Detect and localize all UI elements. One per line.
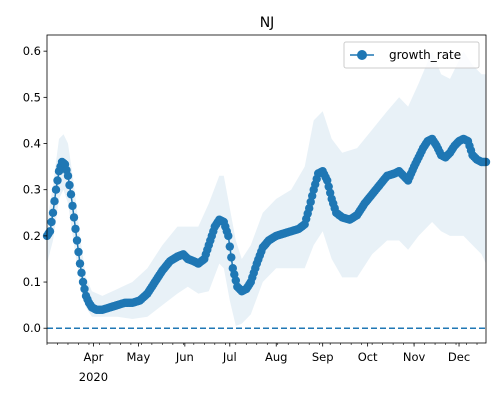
data-point [63,171,73,180]
x-tick-label: Jun [175,350,194,364]
confidence-band [47,51,486,326]
data-point [48,208,58,217]
legend: growth_rate [343,41,480,69]
x-tick-label: Dec [448,350,470,364]
data-point [53,176,62,185]
x-tick-label: Oct [358,350,378,364]
x-tick-label: Jul [222,350,237,364]
data-point [224,231,233,241]
x-tick-label: Apr [83,350,103,364]
legend-frame [343,41,480,69]
data-point [72,236,82,245]
y-tick-label: 0.2 [23,229,41,243]
data-point [69,213,79,222]
plot-frame [46,34,487,344]
y-tick-label: 0.6 [23,44,41,58]
data-point [80,284,89,294]
x-tick-label: Aug [265,350,287,364]
x-tick-label: Sep [312,350,334,364]
data-point [45,227,55,236]
data-point [74,247,83,257]
y-tick-label: 0.1 [23,275,41,289]
y-tick-label: 0.4 [23,137,41,151]
x-tick-label: Nov [403,350,426,364]
x-year-label: 2020 [79,370,108,384]
y-tick-label: 0.5 [23,90,41,104]
data-point [75,259,85,268]
series-marker-layer [42,134,491,314]
data-point [225,242,234,251]
data-point [71,224,80,234]
data-point [227,253,236,262]
y-tick-label: 0.0 [23,321,41,335]
legend-label: growth_rate [389,48,461,62]
data-point [77,268,86,277]
x-tick-label: May [127,350,151,364]
confidence-band-layer [47,51,486,326]
data-point [78,277,88,287]
data-point [47,217,56,227]
legend-marker-swatch [357,50,367,60]
y-tick-label: 0.3 [23,183,41,197]
axes-layer: 0.0 0.1 0.2 0.3 0.4 0.5 0.6 Apr May Jun Jul Aug Sep O… [23,34,487,384]
data-point [65,180,74,190]
data-point [50,197,59,206]
data-point [51,185,61,194]
chart-title: NJ [260,15,275,31]
data-point [66,190,76,199]
data-point [68,201,77,211]
